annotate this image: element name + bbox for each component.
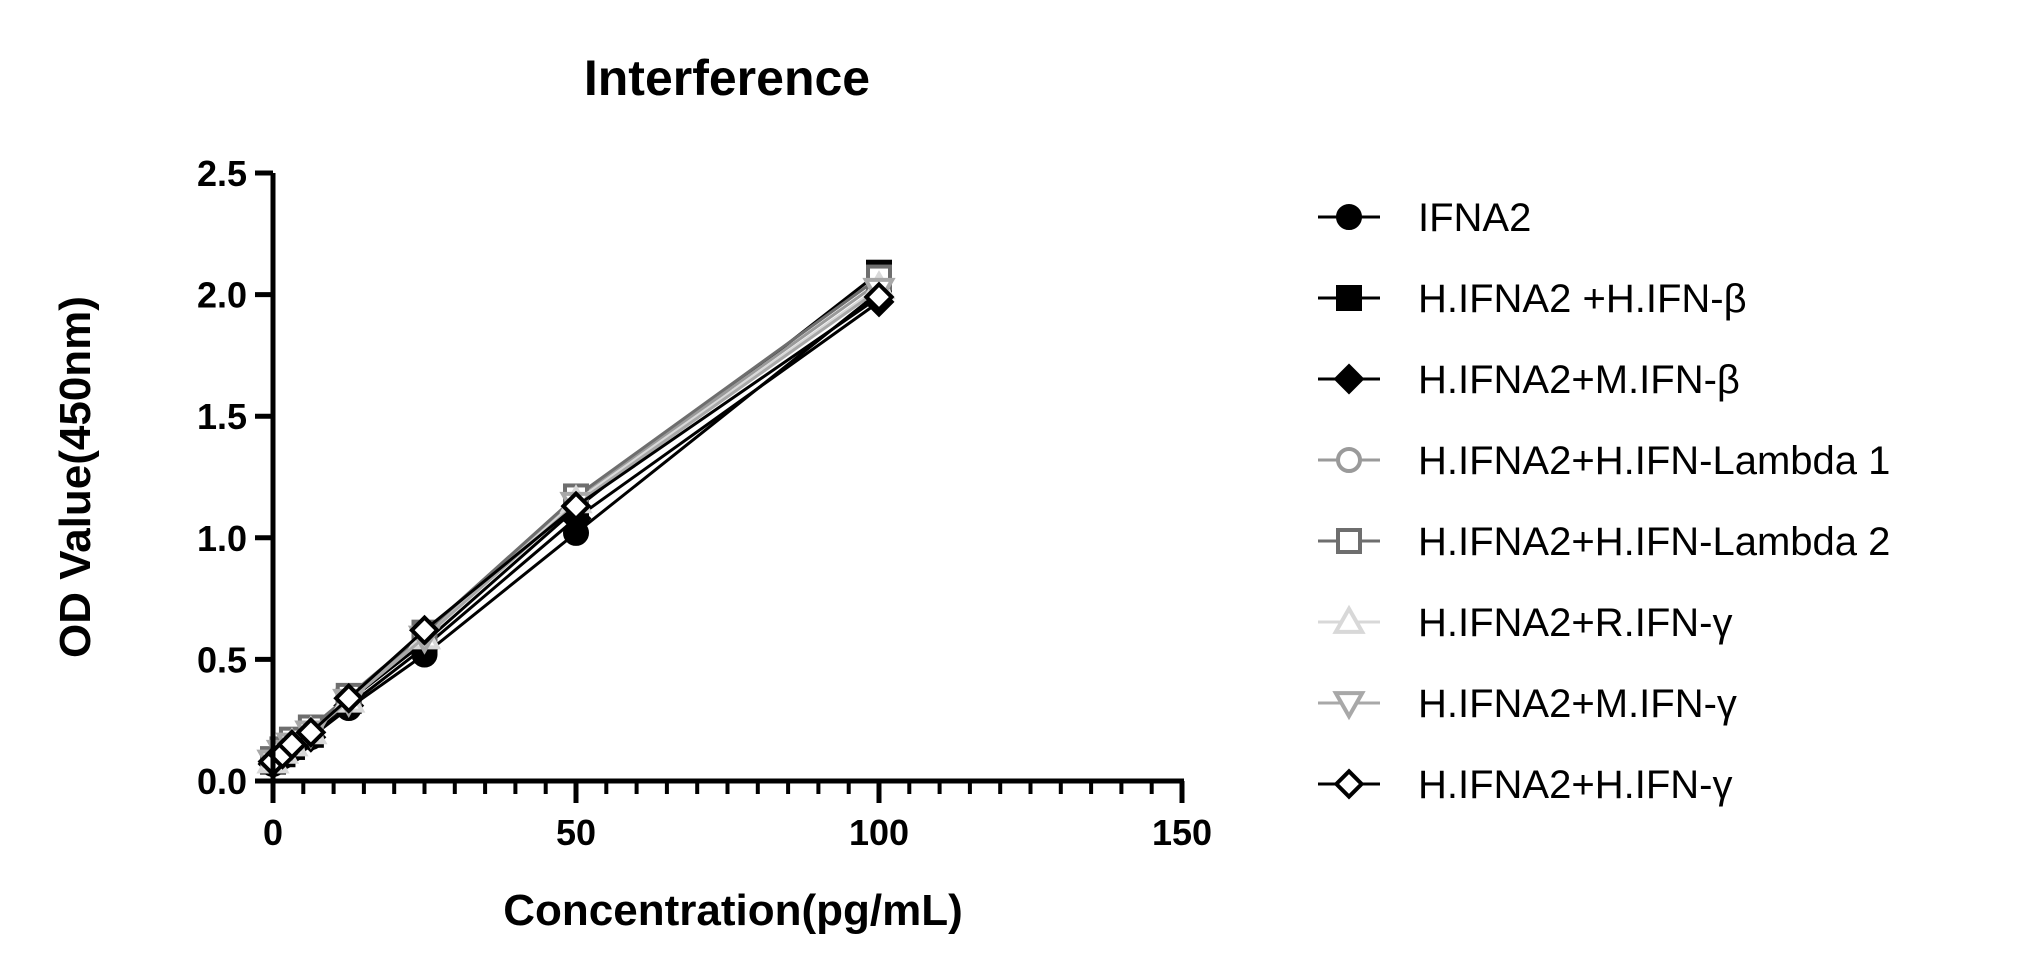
y-tick-label: 0.0 (197, 761, 247, 802)
legend-marker (1333, 363, 1365, 395)
data-point (409, 614, 440, 646)
y-tick-label: 1.5 (197, 396, 247, 437)
x-tick-label: 50 (556, 812, 596, 853)
legend-label: H.IFNA2+M.IFN-β (1418, 358, 1740, 402)
data-point (560, 490, 592, 522)
series-8 (257, 281, 895, 778)
data-point (333, 682, 365, 714)
y-tick-label: 0.5 (197, 639, 247, 680)
legend-label: H.IFNA2+H.IFN-γ (1418, 763, 1732, 807)
legend-label: H.IFNA2+H.IFN-Lambda 1 (1418, 439, 1890, 483)
y-tick-label: 2.5 (197, 153, 247, 194)
data-point (863, 281, 895, 313)
x-tick-label: 100 (849, 812, 909, 853)
legend-marker (1332, 604, 1366, 634)
y-tick-label: 1.0 (197, 518, 247, 559)
legend-item: H.IFNA2 +H.IFN-β (1318, 277, 1747, 321)
legend-label: H.IFNA2 +H.IFN-β (1418, 277, 1747, 321)
legend-marker (1336, 528, 1362, 554)
data-point (276, 729, 308, 760)
legend-item: H.IFNA2+H.IFN-Lambda 2 (1318, 520, 1890, 564)
legend-item: H.IFNA2+M.IFN-γ (1318, 682, 1737, 726)
plot-area (256, 259, 896, 780)
legend-label: H.IFNA2+R.IFN-γ (1418, 601, 1732, 645)
legend-marker (1332, 691, 1366, 721)
legend-item: H.IFNA2+H.IFN-Lambda 1 (1318, 439, 1890, 483)
x-tick-label: 0 (263, 812, 283, 853)
legend-item: H.IFNA2+H.IFN-γ (1318, 763, 1732, 807)
y-tick-label: 2.0 (197, 275, 247, 316)
legend-label: IFNA2 (1418, 196, 1531, 240)
x-axis-label: Concentration(pg/mL) (503, 886, 963, 935)
legend-marker (1333, 768, 1365, 800)
legend-label: H.IFNA2+M.IFN-γ (1418, 682, 1737, 726)
y-axis-label: OD Value(450nm) (51, 296, 100, 658)
chart-title: Interference (584, 50, 870, 106)
data-point (295, 716, 327, 748)
legend-marker (1336, 204, 1362, 230)
legend-item: H.IFNA2+M.IFN-β (1318, 358, 1740, 402)
legend-item: IFNA2 (1318, 196, 1531, 240)
legend-marker (1336, 285, 1362, 311)
axes: 0.0 0.5 1.0 1.5 2.0 2.5 0 50 100 150 (197, 153, 1212, 853)
legend: IFNA2 H.IFNA2 +H.IFN-β H.IFNA2+M.IFN-β H.IF… (1318, 196, 1890, 807)
x-tick-label: 150 (1152, 812, 1212, 853)
legend-marker (1336, 447, 1362, 473)
legend-item: H.IFNA2+R.IFN-γ (1318, 601, 1732, 645)
legend-label: H.IFNA2+H.IFN-Lambda 2 (1418, 520, 1890, 564)
